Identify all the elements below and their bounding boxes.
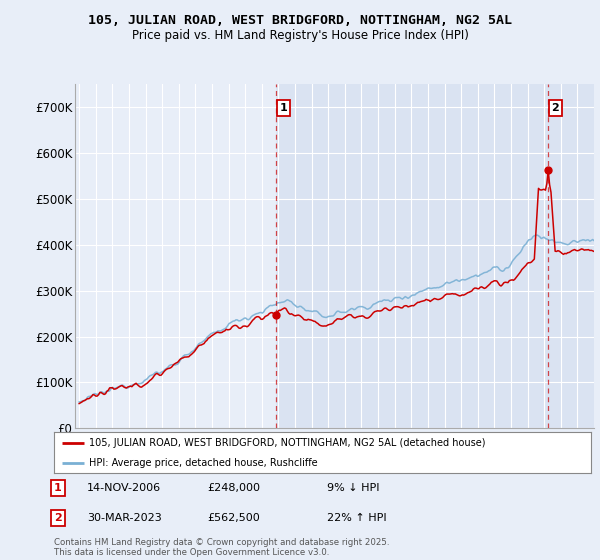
Text: 105, JULIAN ROAD, WEST BRIDGFORD, NOTTINGHAM, NG2 5AL (detached house): 105, JULIAN ROAD, WEST BRIDGFORD, NOTTIN… [89, 438, 485, 449]
Text: 1: 1 [280, 103, 287, 113]
Bar [276, 84, 594, 428]
Text: HPI: Average price, detached house, Rushcliffe: HPI: Average price, detached house, Rush… [89, 458, 317, 468]
Text: 2: 2 [551, 103, 559, 113]
Text: £562,500: £562,500 [207, 513, 260, 523]
Text: £248,000: £248,000 [207, 483, 260, 493]
Text: 30-MAR-2023: 30-MAR-2023 [87, 513, 162, 523]
Text: 22% ↑ HPI: 22% ↑ HPI [327, 513, 386, 523]
Text: 9% ↓ HPI: 9% ↓ HPI [327, 483, 380, 493]
Text: 1: 1 [54, 483, 62, 493]
Text: 14-NOV-2006: 14-NOV-2006 [87, 483, 161, 493]
Text: Price paid vs. HM Land Registry's House Price Index (HPI): Price paid vs. HM Land Registry's House … [131, 29, 469, 42]
Text: 2: 2 [54, 513, 62, 523]
Text: 105, JULIAN ROAD, WEST BRIDGFORD, NOTTINGHAM, NG2 5AL: 105, JULIAN ROAD, WEST BRIDGFORD, NOTTIN… [88, 14, 512, 27]
Text: Contains HM Land Registry data © Crown copyright and database right 2025.
This d: Contains HM Land Registry data © Crown c… [54, 538, 389, 557]
